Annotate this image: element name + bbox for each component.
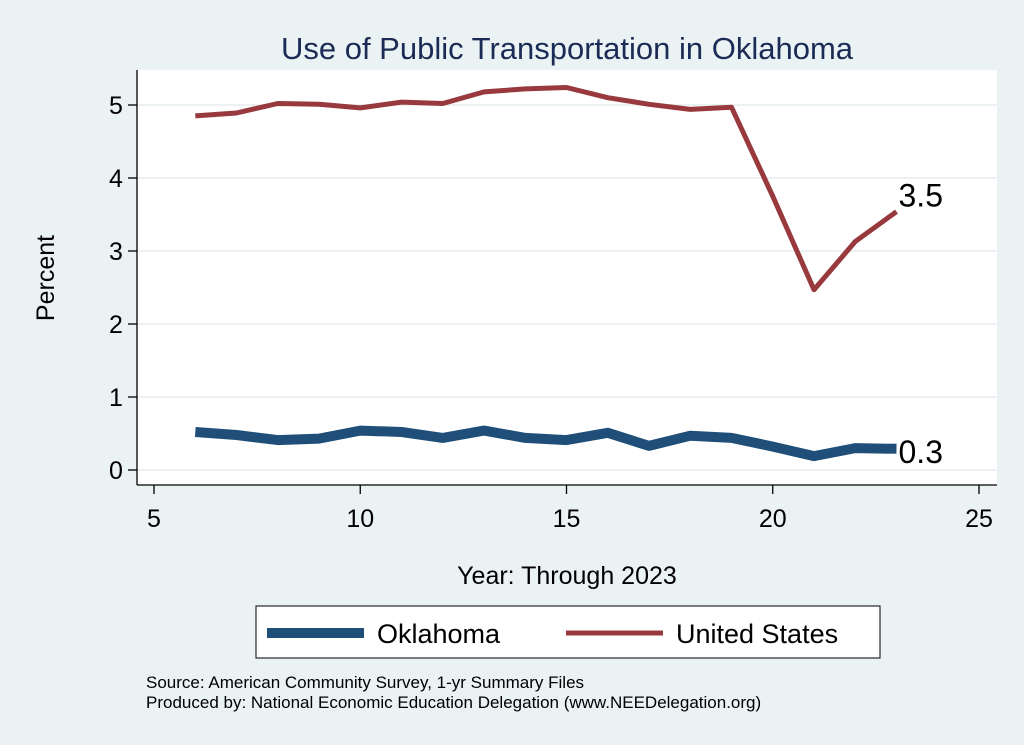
chart-title: Use of Public Transportation in Oklahoma — [281, 31, 854, 66]
legend-label-united-states: United States — [676, 619, 838, 649]
end-label-oklahoma: 0.3 — [899, 434, 943, 470]
producer-note: Produced by: National Economic Education… — [146, 693, 761, 712]
source-note: Source: American Community Survey, 1-yr … — [146, 673, 584, 692]
x-axis-title: Year: Through 2023 — [457, 562, 677, 590]
x-ticks: 5 10 15 20 25 — [147, 485, 993, 533]
x-tick-label: 20 — [759, 505, 787, 533]
y-axis-title: Percent — [32, 235, 60, 321]
y-tick-label: 1 — [109, 384, 123, 412]
series-line-oklahoma — [194, 425, 897, 462]
x-tick-label: 25 — [965, 505, 993, 533]
series-line-united-states — [195, 85, 898, 293]
y-tick-label: 0 — [109, 457, 123, 485]
x-tick-label: 5 — [147, 505, 161, 533]
y-tick-label: 5 — [109, 92, 123, 120]
y-ticks: 0 1 2 3 4 5 — [109, 92, 137, 485]
y-tick-label: 2 — [109, 311, 123, 339]
x-tick-label: 15 — [553, 505, 581, 533]
series-group: 0.3 3.5 — [194, 85, 943, 470]
x-tick-label: 10 — [346, 505, 374, 533]
legend-label-oklahoma: Oklahoma — [377, 619, 501, 649]
plot-area — [137, 70, 997, 485]
y-tick-label: 4 — [109, 165, 123, 193]
y-tick-label: 3 — [109, 238, 123, 266]
end-label-united-states: 3.5 — [899, 178, 943, 214]
